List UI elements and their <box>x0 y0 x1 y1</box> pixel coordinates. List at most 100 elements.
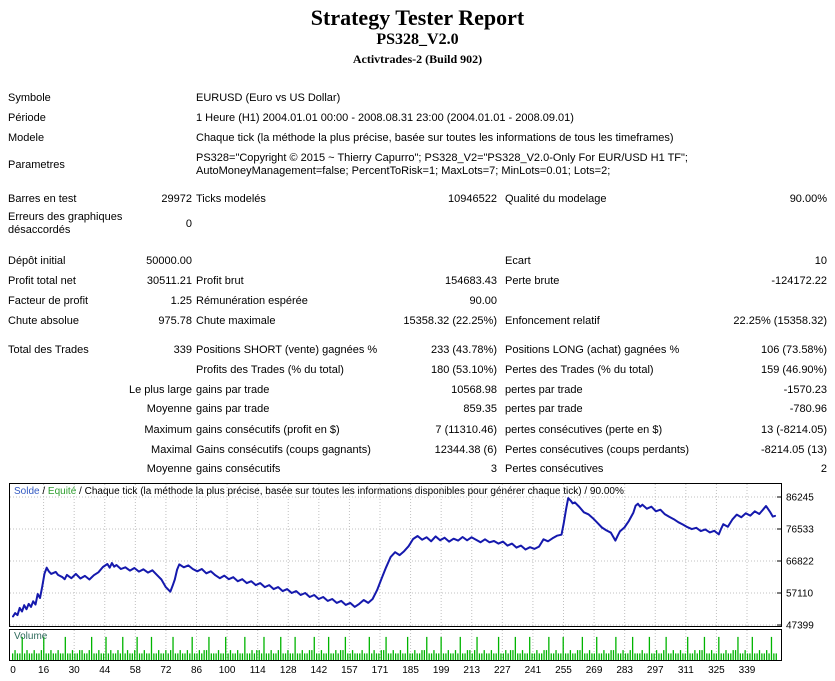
volume-bar <box>251 650 253 660</box>
volume-bar <box>181 653 184 660</box>
y-axis-label: 66822 <box>786 557 814 568</box>
volume-bar <box>337 653 339 660</box>
volume-bar <box>466 650 469 660</box>
volume-bar <box>536 650 538 660</box>
report-label: gains consécutifs (profit en $) <box>196 423 340 436</box>
x-axis-label: 72 <box>160 665 172 676</box>
volume-bar <box>548 636 550 660</box>
volume-bar <box>153 653 155 660</box>
volume-bar <box>526 653 528 660</box>
volume-bar <box>497 636 500 660</box>
volume-bar <box>663 650 665 660</box>
report-row: Maximal Gains consécutifs (coups gagnants… <box>0 440 835 460</box>
volume-bar <box>186 650 189 660</box>
volume-bar <box>758 650 761 660</box>
volume-bar <box>198 650 201 660</box>
volume-bar <box>524 653 526 660</box>
x-axis-label: 213 <box>463 665 480 676</box>
report-value: 15358.32 (22.25%) <box>403 314 497 327</box>
volume-bar <box>19 653 21 660</box>
volume-bar <box>450 653 452 660</box>
volume-bar <box>131 653 133 660</box>
report-label: Ticks modelés <box>196 192 266 205</box>
volume-bar <box>469 650 471 660</box>
volume-bar <box>196 653 198 660</box>
report-value: -780.96 <box>789 402 827 415</box>
volume-bar <box>620 653 622 660</box>
volume-bar <box>368 636 370 660</box>
report-row: Moyenne gains par trade 859.35 pertes par t… <box>0 399 835 419</box>
volume-bar <box>339 650 342 660</box>
volume-bar <box>143 650 145 660</box>
report-label: Enfoncement relatif <box>505 314 600 327</box>
volume-bar <box>689 653 691 660</box>
x-axis-label: 16 <box>38 665 50 676</box>
volume-bar <box>148 653 150 660</box>
volume-bar <box>102 653 105 660</box>
x-axis-label: 142 <box>310 665 327 676</box>
volume-bar <box>646 653 648 660</box>
volume-panel-border <box>9 629 782 661</box>
report-row: Symbole EURUSD (Euro vs US Dollar) <box>0 88 835 108</box>
volume-bar <box>406 636 409 660</box>
volume-bar <box>107 653 110 660</box>
report-row: Maximum gains consécutifs (profit en $) 7 … <box>0 420 835 440</box>
volume-bar <box>529 636 531 660</box>
volume-bar <box>385 636 387 660</box>
volume-bar <box>136 636 138 660</box>
volume-bar <box>71 650 74 660</box>
report-label: gains par trade <box>196 383 270 396</box>
volume-bar <box>35 653 38 660</box>
volume-bar <box>232 653 234 660</box>
volume-bar <box>543 650 545 660</box>
report-value: 90.00% <box>789 192 827 205</box>
volume-bar <box>126 650 129 660</box>
volume-bar <box>624 653 627 660</box>
report-label: Ecart <box>505 254 531 267</box>
y-axis-label: 76533 <box>786 525 814 536</box>
volume-bar <box>552 653 555 660</box>
volume-bar <box>332 653 335 660</box>
volume-bar <box>572 653 574 660</box>
volume-bar <box>742 653 744 660</box>
volume-bar <box>167 653 169 660</box>
volume-bar <box>588 650 591 660</box>
volume-bar <box>55 653 57 660</box>
report-value: 13 (-8214.05) <box>760 423 827 436</box>
volume-bar <box>603 650 605 660</box>
volume-bar <box>210 653 212 660</box>
volume-bar <box>457 653 459 660</box>
legend-sep3: / <box>581 486 590 497</box>
volume-bar <box>629 650 631 660</box>
volume-bar <box>234 653 236 660</box>
volume-bar <box>452 653 454 660</box>
volume-bar <box>531 653 533 660</box>
volume-bar <box>598 653 600 660</box>
volume-bar <box>248 653 251 660</box>
volume-bar <box>342 650 344 660</box>
volume-bar <box>495 653 497 660</box>
legend-equity: Equité <box>47 486 77 497</box>
report-label: gains consécutifs <box>196 462 281 475</box>
volume-bar <box>627 653 629 660</box>
volume-bar <box>773 653 775 660</box>
volume-bar <box>411 653 414 660</box>
x-axis-label: 339 <box>739 665 756 676</box>
volume-bar <box>464 653 466 660</box>
volume-bar <box>263 636 265 660</box>
volume-bar <box>485 653 488 660</box>
volume-bar <box>203 650 205 660</box>
report-value: 0 <box>185 217 192 230</box>
volume-bar <box>677 653 679 660</box>
volume-bar <box>213 653 215 660</box>
volume-bar <box>670 653 672 660</box>
volume-bar <box>52 653 54 660</box>
report-value: Le plus large <box>129 383 192 396</box>
volume-bar <box>648 636 651 660</box>
report-row: Profits des Trades (% du total) 180 (53.1… <box>0 360 835 380</box>
report-value: -8214.05 (13) <box>760 443 827 456</box>
volume-bar <box>371 653 373 660</box>
volume-bar <box>287 650 289 660</box>
volume-bar <box>169 650 172 660</box>
balance-chart: 86245 76533 66822 57110 47399 0 16 30 44 58 72 86 10… <box>9 483 814 676</box>
